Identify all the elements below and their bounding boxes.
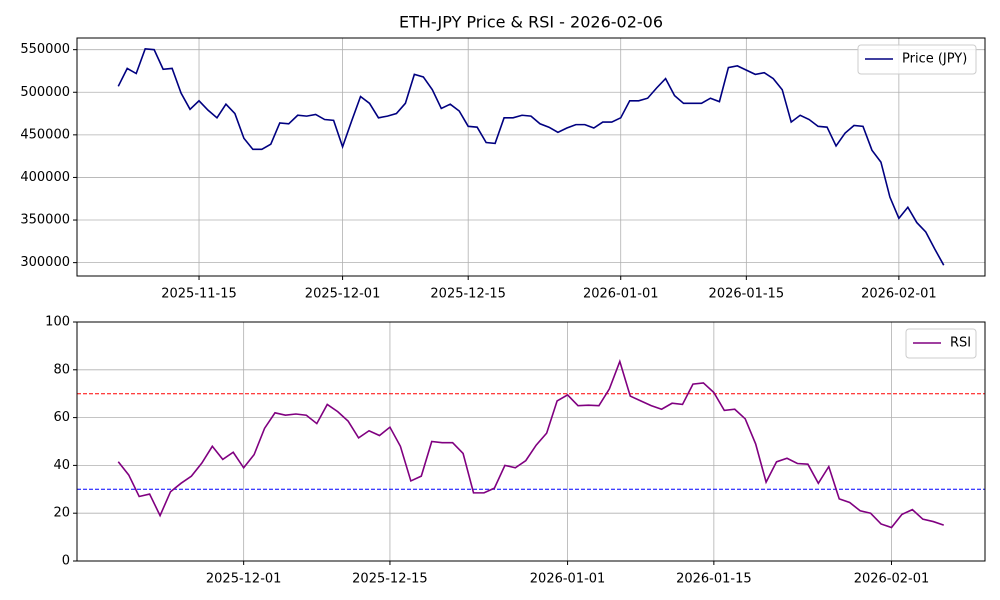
y-tick-label: 0 (62, 554, 70, 569)
y-tick-label: 400000 (20, 170, 70, 185)
x-tick-label: 2026-02-01 (854, 572, 930, 587)
y-tick-label: 40 (53, 458, 70, 473)
legend-label: RSI (950, 336, 971, 351)
x-tick-label: 2026-01-01 (530, 572, 606, 587)
x-tick-label: 2025-11-15 (161, 287, 237, 302)
y-tick-label: 100 (45, 315, 70, 330)
chart-title: ETH-JPY Price & RSI - 2026-02-06 (399, 13, 663, 32)
axes-frame (76, 37, 986, 277)
y-tick-label: 300000 (20, 255, 70, 270)
y-tick-label: 550000 (20, 42, 70, 57)
y-tick-label: 500000 (20, 85, 70, 100)
legend-label: Price (JPY) (902, 52, 967, 67)
x-tick-label: 2026-01-15 (709, 287, 785, 302)
series-line (117, 47, 945, 266)
x-tick-label: 2026-01-01 (583, 287, 659, 302)
legend-box (857, 44, 977, 75)
y-tick-label: 450000 (20, 127, 70, 142)
y-tick-label: 350000 (20, 213, 70, 228)
x-tick-label: 2025-12-15 (430, 287, 506, 302)
y-tick-label: 60 (53, 410, 70, 425)
x-tick-label: 2025-12-01 (206, 572, 282, 587)
x-tick-label: 2025-12-15 (352, 572, 428, 587)
x-tick-label: 2026-02-01 (861, 287, 937, 302)
x-tick-label: 2026-01-15 (676, 572, 752, 587)
series-line (117, 358, 944, 529)
y-tick-label: 80 (53, 362, 70, 377)
x-tick-label: 2025-12-01 (305, 287, 381, 302)
axes-frame (76, 321, 986, 562)
y-tick-label: 20 (53, 506, 70, 521)
